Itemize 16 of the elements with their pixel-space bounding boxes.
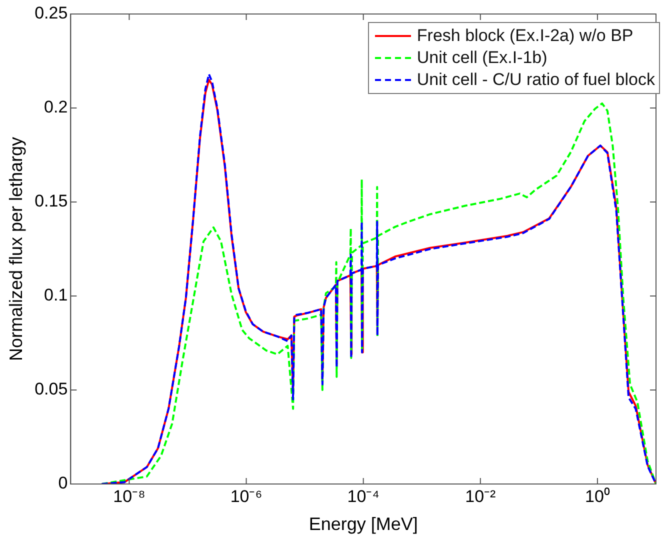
- y-tick-label: 0.2: [44, 98, 68, 117]
- y-tick-label: 0.1: [44, 286, 68, 305]
- y-tick-label: 0.25: [34, 4, 68, 23]
- x-axis-title: Energy [MeV]: [308, 514, 418, 534]
- y-tick-label: 0.05: [34, 380, 68, 399]
- legend-label: Fresh block (Ex.I-2a) w/o BP: [416, 26, 634, 46]
- y-axis-title: Normalized flux per lethargy: [6, 136, 26, 362]
- y-tick-label: 0: [58, 474, 68, 493]
- x-tick-label: 10⁻⁸: [113, 486, 146, 506]
- legend-label: Unit cell - C/U ratio of fuel block: [416, 70, 655, 90]
- y-tick-label: 0.15: [34, 192, 68, 211]
- x-tick-label: 10⁻²: [465, 486, 496, 506]
- x-tick-label: 10⁻⁶: [230, 486, 262, 506]
- x-tick-label: 10⁰: [585, 486, 610, 506]
- x-tick-label: 10⁻⁴: [347, 486, 380, 506]
- legend-label: Unit cell (Ex.I-1b): [416, 48, 548, 68]
